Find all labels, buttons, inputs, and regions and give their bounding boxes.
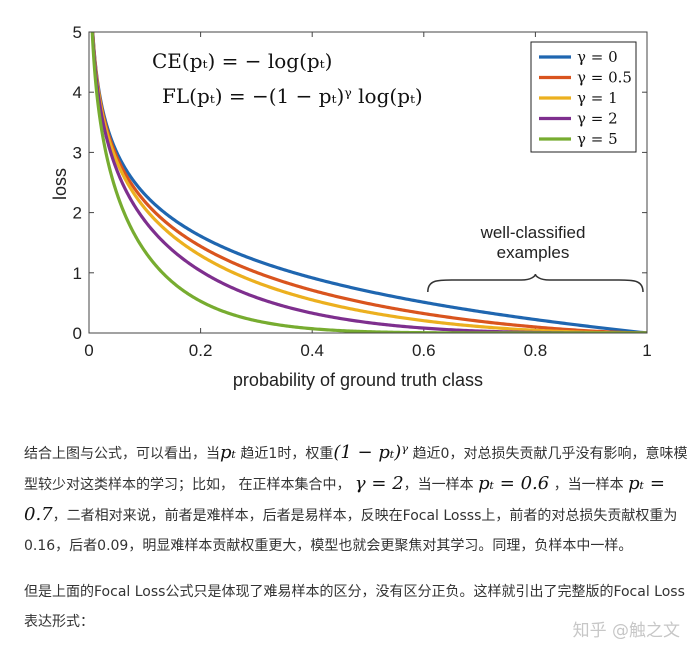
math-pt: pₜ [220,442,236,463]
series-line-gamma-0-5 [91,32,647,333]
legend: γ = 0 γ = 0.5 γ = 1 γ = 2 γ = 5 [530,41,637,153]
legend-label: γ = 1 [577,89,618,107]
y-axis-label: loss [50,168,70,200]
text-span: ，当一样本 [403,477,474,493]
y-tick-label: 0 [73,324,82,343]
x-tick-label: 0.6 [412,341,436,360]
math-weight: (1 − pₜ)ᵞ [333,442,409,463]
math-pt-07: pₜ = 0.7 [24,473,665,525]
paragraph-2: 但是上面的Focal Loss公式只是体现了难易样本的区分，没有区分正负。这样就… [24,584,685,630]
annotation: well-classified examples [427,223,644,293]
annotation-line-1: well-classified [480,223,586,242]
plot-frame [88,31,648,334]
text-span: 趋近0，对总损失贡献几乎没有影响，意味模型较少对这类样本的学习；比如， 在正样本… [24,446,688,493]
y-tick-label: 3 [73,143,82,162]
y-tick-label: 2 [73,204,82,223]
series-line-gamma-1 [91,32,647,333]
zhihu-watermark: 知乎 @触之文 [572,621,680,641]
x-tick-label: 0.2 [189,341,213,360]
x-tick-label: 1 [642,341,651,360]
focal-loss-chart: 0 0.2 0.4 0.6 0.8 1 0 1 2 3 4 5 probability of gro… [50,23,652,390]
text-span: ，二者相对来说，前者是难样本，后者是易样本，反映在Focal Losss上，前者… [24,508,678,554]
x-axis-label: probability of ground truth class [233,370,483,390]
paragraph-1: 结合上图与公式，可以看出，当pₜ 趋近1时，权重(1 − pₜ)ᵞ 趋近0，对总… [24,438,690,561]
annotation-line-2: examples [497,243,570,262]
article-text: 结合上图与公式，可以看出，当pₜ 趋近1时，权重(1 − pₜ)ᵞ 趋近0，对总… [24,438,690,653]
y-tick-labels: 0 1 2 3 4 5 [73,23,82,343]
math-gamma: γ = 2 [354,473,404,494]
x-tick-label: 0.8 [524,341,548,360]
legend-label: γ = 0 [577,48,618,66]
y-tick-label: 1 [73,264,82,283]
text-span: 结合上图与公式，可以看出，当 [24,446,220,462]
fl-formula: FL(pₜ) = −(1 − pₜ)ᵞ log(pₜ) [162,84,423,108]
math-pt-06: pₜ = 0.6 [478,473,550,494]
annotation-brace [427,273,644,293]
y-tick-label: 5 [73,23,82,42]
legend-label: γ = 0.5 [577,69,632,87]
y-tick-label: 4 [73,83,82,102]
x-tick-labels: 0 0.2 0.4 0.6 0.8 1 [84,341,651,360]
text-span: 趋近1时，权重 [240,446,334,462]
x-tick-label: 0.4 [300,341,324,360]
series-line-gamma-0 [91,32,647,333]
x-tick-label: 0 [84,341,93,360]
ce-formula: CE(pₜ) = − log(pₜ) [152,49,332,73]
legend-label: γ = 2 [577,110,618,128]
legend-label: γ = 5 [577,130,618,148]
text-span: ，当一样本 [553,477,624,493]
